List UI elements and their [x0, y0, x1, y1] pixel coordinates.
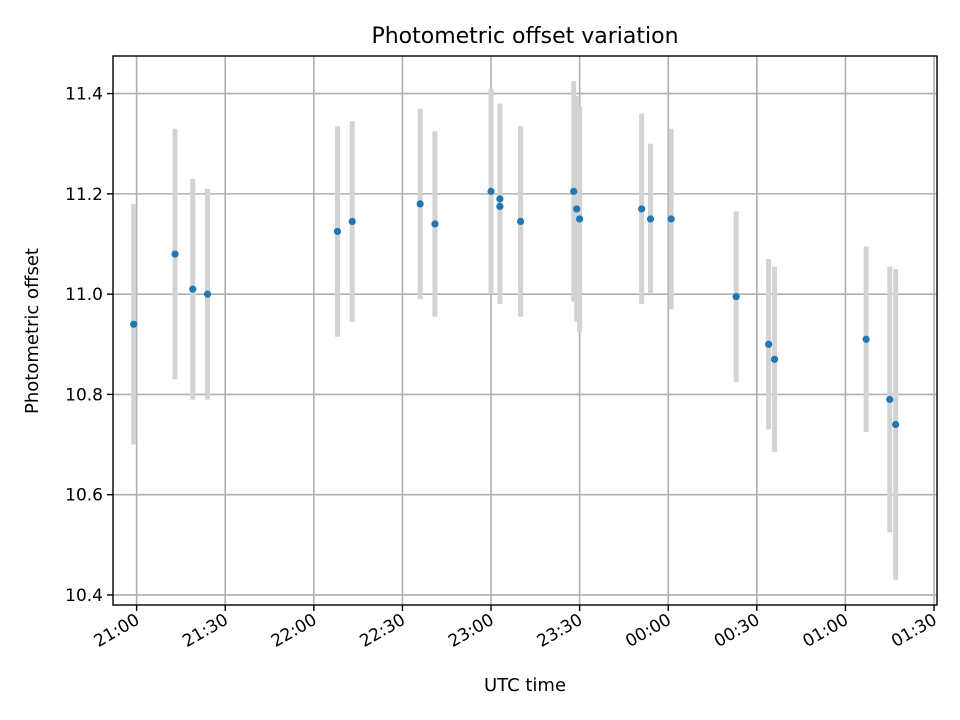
grid-layer	[113, 56, 937, 605]
y-tick-label: 10.4	[65, 586, 103, 606]
y-tick-label: 10.6	[65, 486, 103, 506]
data-point	[416, 200, 424, 208]
data-point	[638, 205, 646, 213]
x-tick-label: 01:30	[888, 610, 940, 652]
x-tick-label: 22:00	[268, 610, 320, 652]
chart-title: Photometric offset variation	[371, 24, 678, 49]
data-point	[189, 285, 197, 293]
data-point	[348, 217, 356, 226]
x-tick-label: 23:30	[534, 610, 586, 652]
data-point	[646, 215, 655, 223]
x-tick-label: 00:30	[711, 610, 763, 652]
data-point	[892, 420, 900, 429]
x-tick-label: 23:00	[445, 610, 497, 652]
data-point	[130, 320, 138, 328]
point-layer	[130, 187, 900, 429]
data-point	[862, 335, 870, 343]
x-tick-label: 22:30	[356, 610, 408, 652]
data-point	[496, 195, 504, 203]
data-point	[203, 290, 212, 298]
tick-layer: 10.4 10.6 10.8 11.0 11.2 11.4 21:00 21:30 22:00 2…	[65, 85, 940, 652]
data-point	[496, 202, 504, 211]
data-point	[431, 220, 439, 228]
data-point	[487, 187, 495, 195]
data-point	[765, 340, 773, 348]
y-tick-label: 11.2	[65, 185, 103, 205]
data-point	[576, 215, 584, 223]
data-point	[171, 250, 179, 258]
y-tick-label: 10.8	[65, 385, 103, 405]
x-tick-label: 21:00	[91, 610, 143, 652]
errorbar-layer	[131, 81, 899, 580]
plot-frame	[112, 55, 938, 606]
data-point	[516, 217, 525, 226]
data-point	[732, 293, 740, 301]
x-axis-label: UTC time	[484, 675, 566, 696]
data-point	[333, 227, 342, 236]
x-tick-label: 21:30	[179, 610, 231, 652]
data-point	[570, 187, 578, 195]
y-tick-label: 11.4	[65, 85, 103, 105]
y-axis-label: Photometric offset	[22, 248, 43, 414]
y-tick-label: 11.0	[65, 285, 103, 305]
data-point	[770, 355, 779, 363]
data-point	[886, 395, 894, 404]
x-tick-label: 01:00	[800, 610, 852, 652]
x-tick-label: 00:00	[622, 610, 674, 652]
data-point	[667, 215, 675, 223]
data-point	[573, 205, 581, 213]
